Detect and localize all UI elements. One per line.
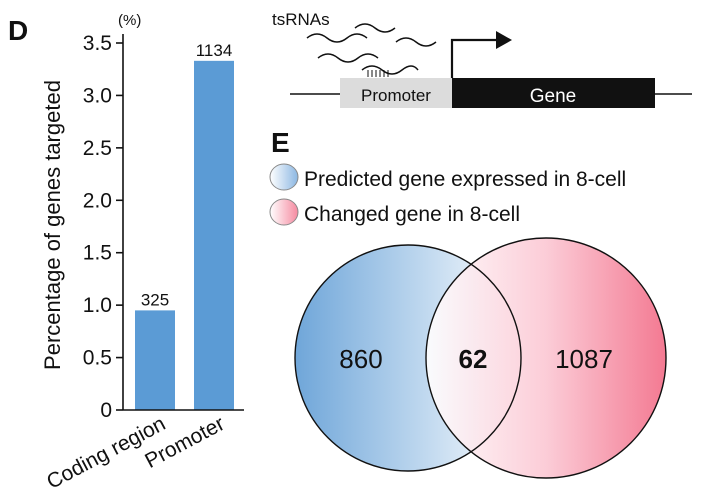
venn-outline-predicted — [294, 244, 522, 472]
y-tick-label: 0.5 — [83, 347, 112, 370]
y-tick-label: 2.5 — [83, 137, 112, 160]
tsrna-squiggle-3 — [317, 53, 379, 63]
y-tick-label: 0 — [100, 399, 112, 422]
y-tick-label: 1.0 — [83, 294, 112, 317]
tsrna-bound — [361, 65, 419, 75]
bar-value-label: 1134 — [196, 41, 233, 60]
gene-box — [452, 78, 655, 108]
venn-overlap-count: 62 — [459, 344, 488, 374]
y-axis-title: Percentage of genes targeted — [40, 80, 65, 370]
tss-arrow-line — [450, 38, 496, 78]
promoter-schematic: Promoter Gene tsRNAs — [272, 10, 692, 108]
panel-d-label: D — [8, 15, 28, 46]
bar-coding-region — [135, 310, 175, 410]
venn-right-count: 1087 — [555, 344, 613, 374]
y-ticks: 0 0.5 1.0 1.5 2.0 2.5 3.0 3.5 — [83, 32, 123, 422]
binding-ticks — [367, 70, 389, 77]
legend-item-blue: Predicted gene expressed in 8-cell — [304, 168, 626, 191]
y-tick-label: 2.0 — [83, 189, 112, 212]
legend: Predicted gene expressed in 8-cell Chang… — [269, 163, 626, 226]
legend-swatch-red — [269, 198, 299, 226]
tsrna-squiggle-1 — [306, 33, 368, 43]
legend-swatch-blue — [269, 163, 299, 191]
tss-arrowhead — [496, 31, 512, 49]
bars — [123, 60, 244, 411]
gene-label: Gene — [530, 86, 576, 107]
venn-left-count: 860 — [339, 344, 382, 374]
y-unit-label: (%) — [118, 12, 141, 29]
venn-circle-changed — [426, 238, 666, 478]
bar-value-label: 325 — [141, 290, 169, 309]
y-tick-label: 3.0 — [83, 84, 112, 107]
promoter-label: Promoter — [361, 86, 431, 105]
tsrna-squiggle-2 — [354, 23, 396, 33]
y-tick-label: 1.5 — [83, 242, 112, 265]
venn-diagram: 860 62 1087 — [294, 237, 667, 479]
tsrna-squiggle-4 — [395, 37, 437, 47]
y-tick-label: 3.5 — [83, 32, 112, 55]
legend-item-red: Changed gene in 8-cell — [304, 203, 520, 226]
panel-e-label: E — [271, 127, 290, 158]
bar-promoter — [194, 60, 234, 410]
tsrna-label: tsRNAs — [272, 10, 330, 29]
venn-outline-changed — [425, 237, 667, 479]
promoter-box — [340, 78, 452, 108]
bar-value-labels: 325 1134 — [141, 41, 232, 310]
